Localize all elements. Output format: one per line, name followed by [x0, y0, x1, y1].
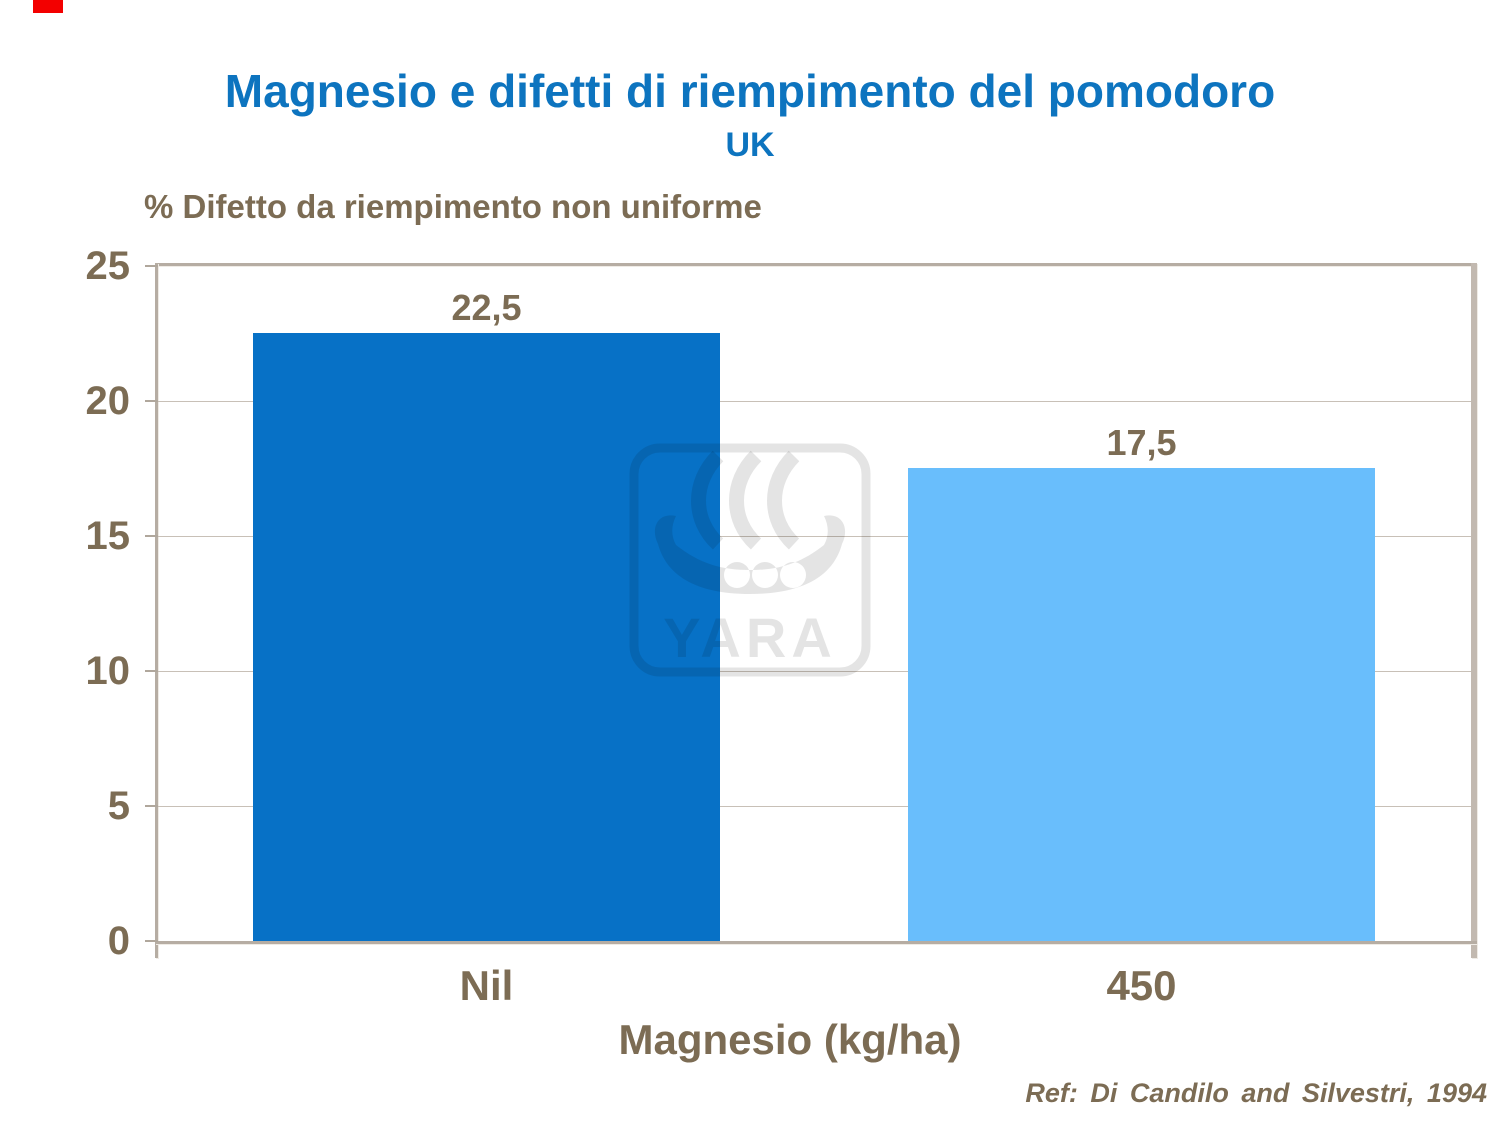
- gridline-5: [158, 806, 1471, 807]
- y-tick-mark: [145, 805, 158, 807]
- y-tick-label-10: 10: [85, 649, 131, 693]
- y-tick-label-0: 0: [107, 919, 130, 963]
- gridline-15: [158, 536, 1471, 537]
- plot-border-top: [155, 263, 1477, 266]
- y-tick-mark: [145, 670, 158, 672]
- x-axis-line: [155, 941, 1477, 944]
- reference-text: Ref: Di Candilo and Silvestri, 1994: [1025, 1078, 1487, 1108]
- value-label-450: 17,5: [1106, 422, 1177, 463]
- yara-logo-watermark: YARA: [629, 443, 871, 677]
- chart-subtitle: UK: [725, 126, 775, 164]
- y-tick-mark: [145, 400, 158, 402]
- bar-nil: [253, 333, 720, 941]
- gridline-10: [158, 671, 1471, 672]
- y-tick-mark: [145, 940, 158, 942]
- y-tick-label-20: 20: [85, 379, 131, 423]
- y-tick-label-25: 25: [85, 244, 131, 288]
- bar-450: [908, 468, 1375, 941]
- y-axis-header: % Difetto da riempimento non uniforme: [144, 188, 762, 225]
- y-tick-mark: [145, 265, 158, 267]
- yara-watermark-text: YARA: [663, 606, 837, 669]
- y-axis-line: [155, 263, 158, 958]
- y-tick-mark: [145, 535, 158, 537]
- x-category-label-450: 450: [1106, 962, 1177, 1009]
- y-tick-label-5: 5: [107, 784, 130, 828]
- value-label-nil: 22,5: [451, 287, 522, 328]
- gridline-20: [158, 401, 1471, 402]
- x-axis-title: Magnesio (kg/ha): [618, 1016, 962, 1063]
- red-slide-marker: [33, 0, 63, 13]
- chart-title: Magnesio e difetti di riempimento del po…: [224, 65, 1276, 117]
- plot-area: [158, 266, 1471, 941]
- x-category-label-nil: Nil: [459, 962, 514, 1009]
- y-tick-label-15: 15: [85, 514, 131, 558]
- plot-border-right: [1471, 263, 1477, 958]
